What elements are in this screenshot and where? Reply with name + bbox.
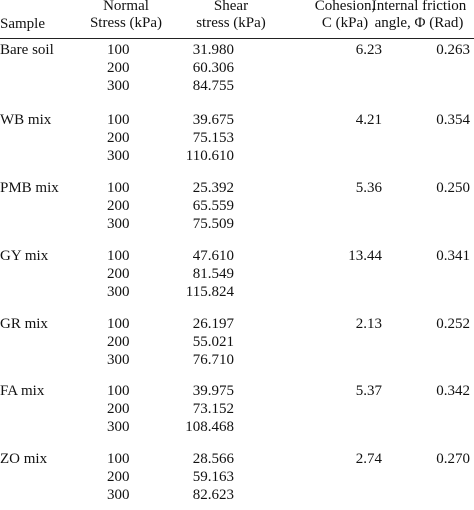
shear-stress-cell: 47.610 [192,248,234,264]
header-cohesion-line2: C (kPa) [321,15,369,31]
shear-stress-cell: 39.975 [192,383,234,399]
header-friction-angle-line2: angle, Φ (Rad) [374,15,464,31]
table-row: WB mix 100 200 300 39.675 75.153 110.610… [0,111,474,171]
shear-stress-cell: 25.392 [192,180,234,196]
normal-stress-cell: 200 [107,469,130,485]
table-row: FA mix 100 200 300 39.975 73.152 108.468… [0,382,474,442]
table-row: GY mix 100 200 300 47.610 81.549 115.824… [0,247,474,307]
header-normal-stress-line1: Normal [103,0,149,14]
sample-name: PMB mix [0,180,59,196]
normal-stress-cell: 200 [107,198,130,214]
header-shear-stress: Shear stress (kPa) [176,0,286,32]
normal-stress-cell: 100 [107,383,130,399]
header-shear-stress-line2: stress (kPa) [196,15,266,31]
shear-stress-cell: 75.509 [192,216,234,232]
shear-stress-cell: 60.306 [192,60,234,76]
header-cohesion-line1: Cohesion, [314,0,376,14]
table-row: PMB mix 100 200 300 25.392 65.559 75.509… [0,179,474,239]
cohesion-cell: 5.36 [355,180,382,196]
cohesion-cell: 2.13 [355,316,382,332]
cohesion-cell: 4.21 [355,112,382,128]
header-sample: Sample [0,16,45,32]
sample-name: GR mix [0,316,48,332]
normal-stress-cell: 300 [107,216,130,232]
normal-stress-cell: 300 [107,148,130,164]
cohesion-cell: 13.44 [348,248,382,264]
shear-stress-cell: 28.566 [192,451,234,467]
normal-stress-cell: 100 [107,112,130,128]
header-normal-stress-line2: Stress (kPa) [89,15,163,31]
table-header: Sample Normal Stress (kPa) Shear stress … [0,0,474,39]
cohesion-cell: 2.74 [355,451,382,467]
shear-stress-cell: 39.675 [192,112,234,128]
shear-stress-cell: 75.153 [192,130,234,146]
table-row: Bare soil 100 200 300 31.980 60.306 84.7… [0,41,474,101]
shear-stress-cell: 59.163 [192,469,234,485]
normal-stress-cell: 300 [107,419,130,435]
normal-stress-cell: 300 [107,487,130,503]
shear-stress-cell: 115.824 [185,284,234,300]
normal-stress-cell: 300 [107,284,130,300]
normal-stress-cell: 100 [107,451,130,467]
table-row: ZO mix 100 200 300 28.566 59.163 82.623 … [0,450,474,510]
shear-stress-cell: 76.710 [192,352,234,368]
normal-stress-cell: 200 [107,130,130,146]
sample-name: ZO mix [0,451,48,467]
sample-name: WB mix [0,112,52,128]
shear-stress-cell: 55.021 [192,334,234,350]
sample-name: FA mix [0,383,45,399]
shear-stress-cell: 26.197 [192,316,234,332]
cohesion-cell: 6.23 [355,42,382,58]
shear-stress-cell: 84.755 [192,78,234,94]
sample-name: GY mix [0,248,49,264]
shear-stress-cell: 82.623 [192,487,234,503]
normal-stress-cell: 100 [107,42,130,58]
shear-stress-cell: 110.610 [185,148,234,164]
shear-stress-cell: 81.549 [192,266,234,282]
friction-angle-cell: 0.354 [436,112,470,128]
cohesion-cell: 5.37 [355,383,382,399]
normal-stress-cell: 100 [107,248,130,264]
shear-stress-cell: 73.152 [192,401,234,417]
table-row: GR mix 100 200 300 26.197 55.021 76.710 … [0,315,474,375]
shear-stress-cell: 31.980 [192,42,234,58]
normal-stress-cell: 200 [107,401,130,417]
friction-angle-cell: 0.270 [436,451,470,467]
friction-angle-cell: 0.341 [436,248,470,264]
normal-stress-cell: 300 [107,352,130,368]
normal-stress-cell: 200 [107,266,130,282]
shear-stress-cell: 65.559 [192,198,234,214]
header-cohesion: Cohesion, C (kPa) [290,0,400,32]
header-normal-stress: Normal Stress (kPa) [74,0,178,32]
shear-stress-cell: 108.468 [185,419,234,435]
header-friction-angle-line1: Internal friction [371,0,467,14]
sample-name: Bare soil [0,42,54,58]
normal-stress-cell: 300 [107,78,130,94]
header-friction-angle: Internal friction angle, Φ (Rad) [356,0,474,32]
normal-stress-cell: 100 [107,180,130,196]
friction-angle-cell: 0.342 [436,383,470,399]
normal-stress-cell: 100 [107,316,130,332]
normal-stress-cell: 200 [107,60,130,76]
friction-angle-cell: 0.250 [436,180,470,196]
friction-angle-cell: 0.263 [436,42,470,58]
friction-angle-cell: 0.252 [436,316,470,332]
normal-stress-cell: 200 [107,334,130,350]
header-shear-stress-line1: Shear [213,0,249,14]
